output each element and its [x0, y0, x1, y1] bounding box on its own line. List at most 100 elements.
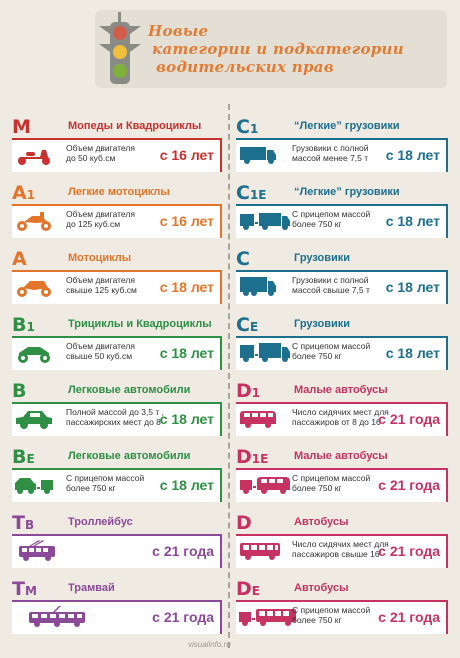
category-m: M Мопеды и Квадроциклы Объем двигателя до…	[12, 116, 222, 172]
category-de: DE Автобусы С прицепом массой более 750 к…	[236, 578, 448, 634]
category-c1e: C1E “Легкие” грузовики С прицепом массой…	[236, 182, 448, 238]
traffic-light-visor	[99, 44, 110, 52]
category-description: Объем двигателя свыше 125 куб.см	[66, 275, 137, 295]
category-name: Автобусы	[294, 582, 349, 594]
light-truck-icon	[240, 147, 276, 164]
category-description: С прицепом массой более 750 кг	[292, 209, 371, 229]
category-name: Легкие мотоциклы	[68, 186, 170, 198]
category-age: с 21 года	[378, 543, 440, 559]
motorcycle-icon	[17, 281, 51, 297]
category-age: с 18 лет	[385, 345, 440, 361]
category-b: B Легковые автомобили Полной массой до 3…	[12, 380, 222, 436]
category-letter: TM	[12, 578, 37, 600]
category-description: С прицепом массой более 750 кг	[292, 605, 371, 625]
truck-trailer-icon	[240, 343, 290, 362]
category-name: Малые автобусы	[294, 450, 388, 462]
category-c1: C1 “Легкие” грузовики Грузовики с полной…	[236, 116, 448, 172]
category-description: Грузовики с полной массой свыше 7,5 т	[292, 275, 370, 295]
category-a1: A1 Легкие мотоциклы Объем двигателя до 12…	[12, 182, 222, 238]
category-name: Малые автобусы	[294, 384, 388, 396]
column-divider	[228, 104, 230, 648]
category-letter: C1	[236, 116, 259, 138]
category-description: Полной массой до 3,5 т , пассажирских мес…	[66, 407, 164, 427]
category-bar	[236, 204, 448, 238]
category-age: с 21 года	[378, 609, 440, 625]
category-age: с 18 лет	[159, 345, 214, 361]
category-tm: TM Трамвай с 21 года	[12, 578, 222, 634]
category-letter: M	[12, 116, 31, 138]
category-name: Грузовики	[294, 252, 351, 264]
car-icon	[16, 411, 52, 429]
traffic-light-red	[113, 26, 127, 40]
category-d1e: D1E Малые автобусы С прицепом массой боле…	[236, 446, 448, 502]
traffic-light-visor	[130, 26, 141, 34]
category-be: BE Легковые автомобили С прицепом массой…	[12, 446, 222, 502]
category-letter: B1	[12, 314, 35, 336]
category-name: Мопеды и Квадроциклы	[68, 120, 202, 132]
category-age: с 21 года	[152, 543, 214, 559]
traffic-light-visor	[99, 26, 110, 34]
page-title-line-3: водительских прав	[156, 58, 334, 76]
category-name: Мотоциклы	[68, 252, 132, 264]
category-b1: B1 Трициклы и Квадроциклы Объем двигател…	[12, 314, 222, 370]
category-d: D Автобусы Число сидячих мест для пассажи…	[236, 512, 448, 568]
category-name: “Легкие” грузовики	[294, 186, 400, 198]
category-age: с 21 года	[378, 411, 440, 427]
category-name: Трициклы и Квадроциклы	[68, 318, 212, 330]
category-age: с 21 года	[152, 609, 214, 625]
category-description: С прицепом массой более 750 кг	[292, 341, 371, 361]
category-age: с 16 лет	[159, 213, 214, 229]
category-name: Троллейбус	[68, 516, 133, 528]
category-letter: C	[236, 248, 250, 270]
minibus-icon	[240, 411, 276, 428]
category-description: С прицепом массой более 750 кг	[292, 473, 371, 493]
category-age: с 18 лет	[385, 147, 440, 163]
category-letter: C1E	[236, 182, 267, 204]
category-description: Объем двигателя до 50 куб.см	[66, 143, 135, 163]
category-age: с 16 лет	[159, 147, 214, 163]
category-name: Грузовики	[294, 318, 351, 330]
trolleybus-icon	[19, 540, 55, 561]
category-c: C Грузовики Грузовики с полной массой свы…	[236, 248, 448, 304]
category-letter: D	[236, 512, 252, 534]
category-description: Грузовики с полной массой менее 7,5 т	[292, 143, 369, 163]
light-motorcycle-icon	[17, 212, 51, 231]
category-age: с 18 лет	[159, 279, 214, 295]
category-age: с 18 лет	[159, 411, 214, 427]
category-age: с 18 лет	[385, 213, 440, 229]
category-letter: D1	[236, 380, 261, 402]
watermark: visualinfo.ru	[188, 640, 231, 649]
category-description: Объем двигателя до 125 куб.см	[66, 209, 135, 229]
car-trailer-icon	[15, 478, 53, 494]
category-description: Объем двигателя свыше 50 куб.см	[66, 341, 135, 361]
category-name: Легковые автомобили	[68, 450, 191, 462]
category-description: Число сидячих мест для пассажиров свыше 1…	[292, 539, 389, 559]
traffic-light-pole	[118, 12, 121, 22]
traffic-light-visor	[130, 44, 141, 52]
category-bar	[12, 270, 222, 304]
page-title-line-1: Новые	[148, 22, 209, 40]
category-letter: B	[12, 380, 27, 402]
quad-bike-icon	[18, 347, 50, 363]
category-age: с 18 лет	[159, 477, 214, 493]
category-name: Автобусы	[294, 516, 349, 528]
traffic-light-green	[113, 64, 127, 78]
category-letter: A1	[12, 182, 36, 204]
category-bar	[12, 204, 222, 238]
category-letter: TB	[12, 512, 35, 534]
category-tb: TB Троллейбус с 21 года	[12, 512, 222, 568]
category-name: Легковые автомобили	[68, 384, 191, 396]
category-ce: CE Грузовики С прицепом массой более 750 …	[236, 314, 448, 370]
tram-icon	[29, 606, 85, 627]
category-a: A Мотоциклы Объем двигателя свыше 125 куб…	[12, 248, 222, 304]
category-age: с 18 лет	[385, 279, 440, 295]
page-title-line-2: категории и подкатегории	[152, 40, 404, 58]
light-truck-trailer-icon	[240, 213, 290, 230]
bus-icon	[240, 543, 280, 560]
category-letter: BE	[12, 446, 35, 468]
category-description: С прицепом массой более 750 кг	[66, 473, 145, 493]
scooter-icon	[18, 150, 50, 165]
traffic-light-yellow	[113, 45, 127, 59]
header-panel	[95, 10, 447, 88]
category-name: Трамвай	[68, 582, 115, 594]
